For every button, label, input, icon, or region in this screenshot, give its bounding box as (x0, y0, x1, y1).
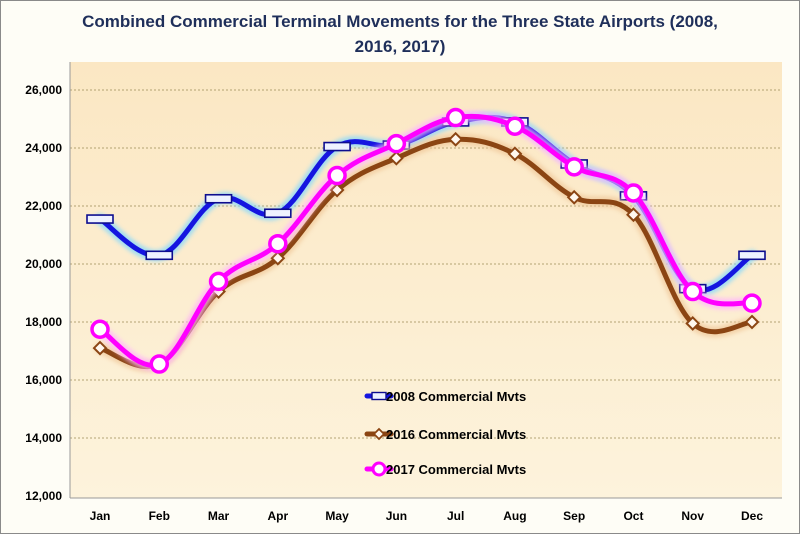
legend-entry: 2016 Commercial Mvts (364, 427, 526, 442)
y-tick-label: 14,000 (25, 431, 62, 445)
data-point (268, 233, 288, 254)
legend-entry: 2017 Commercial Mvts (364, 461, 526, 477)
x-tick-label: Jun (386, 509, 407, 523)
y-tick-label: 20,000 (25, 257, 62, 271)
y-tick-label: 26,000 (25, 83, 62, 97)
y-tick-label: 12,000 (25, 489, 62, 503)
legend-marker (371, 461, 387, 477)
x-tick-label: Oct (623, 509, 643, 523)
legend-marker (372, 427, 386, 441)
data-point (445, 107, 466, 128)
data-point (327, 165, 347, 186)
data-point (564, 157, 584, 177)
data-point (507, 146, 523, 162)
y-tick-label: 18,000 (25, 315, 62, 329)
legend-label: 2017 Commercial Mvts (386, 462, 526, 477)
x-tick-label: Dec (741, 509, 763, 523)
y-tick-label: 22,000 (25, 199, 62, 213)
data-point (145, 250, 174, 261)
x-tick-label: Feb (149, 509, 170, 523)
legend-label: 2016 Commercial Mvts (386, 427, 526, 442)
data-point (92, 340, 108, 356)
x-tick-label: May (325, 509, 349, 523)
data-point (264, 208, 292, 219)
legend-marker (371, 391, 387, 401)
data-point (682, 281, 703, 302)
data-point (329, 182, 345, 198)
x-tick-label: Jan (90, 509, 111, 523)
x-tick-label: Apr (267, 509, 288, 523)
y-tick-label: 24,000 (25, 141, 62, 155)
data-point (149, 354, 170, 374)
data-point (204, 193, 233, 204)
data-point (566, 189, 582, 205)
y-tick-label: 16,000 (25, 373, 62, 387)
data-point (448, 131, 464, 147)
data-point (323, 141, 351, 152)
data-point (386, 133, 407, 154)
data-point (685, 316, 701, 331)
data-point (90, 319, 110, 339)
data-point (742, 293, 762, 313)
data-point (388, 150, 404, 166)
series-line (97, 113, 755, 368)
data-point (738, 250, 766, 261)
data-point (744, 314, 760, 330)
series-2017 (90, 107, 762, 374)
legend-label: 2008 Commercial Mvts (386, 389, 526, 404)
x-tick-label: Sep (563, 509, 585, 523)
x-tick-label: Nov (681, 509, 704, 523)
data-point (505, 116, 525, 136)
data-point (623, 183, 644, 203)
legend-entry: 2008 Commercial Mvts (364, 389, 526, 404)
data-point (86, 214, 114, 224)
data-point (208, 271, 229, 292)
chart-title: Combined Commercial Terminal Movements f… (82, 12, 718, 56)
data-point (626, 207, 641, 223)
data-point (270, 250, 286, 266)
x-tick-label: Jul (447, 509, 464, 523)
x-tick-label: Mar (208, 509, 230, 523)
x-tick-label: Aug (503, 509, 526, 523)
